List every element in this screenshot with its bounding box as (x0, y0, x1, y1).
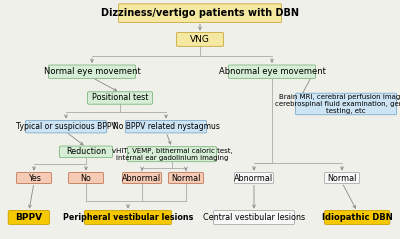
Text: Abnormal: Abnormal (234, 174, 274, 183)
Text: VNG: VNG (190, 35, 210, 44)
Text: Idiopathic DBN: Idiopathic DBN (322, 213, 392, 222)
Text: Normal: Normal (171, 174, 201, 183)
FancyBboxPatch shape (228, 65, 316, 78)
FancyBboxPatch shape (16, 173, 52, 184)
Text: Typical or suspicious BPPV: Typical or suspicious BPPV (16, 122, 116, 131)
FancyBboxPatch shape (126, 120, 206, 133)
Text: Abnormal: Abnormal (122, 174, 162, 183)
FancyBboxPatch shape (122, 173, 162, 184)
FancyBboxPatch shape (26, 120, 106, 133)
FancyBboxPatch shape (68, 173, 104, 184)
Text: Reduction: Reduction (66, 147, 106, 156)
Text: Positional test: Positional test (92, 93, 148, 103)
Text: vHIT, VEMP, bithermal caloric test,
internal ear gadolinium imaging: vHIT, VEMP, bithermal caloric test, inte… (112, 148, 232, 161)
Text: Central vestibular lesions: Central vestibular lesions (203, 213, 305, 222)
FancyBboxPatch shape (84, 211, 172, 224)
FancyBboxPatch shape (118, 4, 282, 22)
Text: BPPV: BPPV (15, 213, 42, 222)
Text: No: No (80, 174, 92, 183)
Text: Peripheral vestibular lesions: Peripheral vestibular lesions (63, 213, 193, 222)
Text: Normal: Normal (327, 174, 357, 183)
FancyBboxPatch shape (59, 146, 113, 158)
FancyBboxPatch shape (168, 173, 204, 184)
FancyBboxPatch shape (87, 92, 152, 104)
FancyBboxPatch shape (325, 211, 390, 224)
Text: Dizziness/vertigo patients with DBN: Dizziness/vertigo patients with DBN (101, 8, 299, 18)
FancyBboxPatch shape (176, 33, 224, 46)
Text: Normal eye movement: Normal eye movement (44, 67, 140, 76)
Text: Abnormal eye movement: Abnormal eye movement (218, 67, 326, 76)
Text: Brain MRI, cerebral perfusion imaging,
cerebrospinal fluid examination, genetic
: Brain MRI, cerebral perfusion imaging, c… (276, 94, 400, 114)
Text: Yes: Yes (28, 174, 40, 183)
FancyBboxPatch shape (127, 147, 217, 162)
FancyBboxPatch shape (48, 65, 136, 78)
FancyBboxPatch shape (234, 173, 274, 184)
FancyBboxPatch shape (324, 173, 360, 184)
FancyBboxPatch shape (295, 93, 396, 115)
FancyBboxPatch shape (8, 211, 50, 224)
FancyBboxPatch shape (214, 211, 294, 224)
Text: No BPPV related nystagmus: No BPPV related nystagmus (112, 122, 220, 131)
